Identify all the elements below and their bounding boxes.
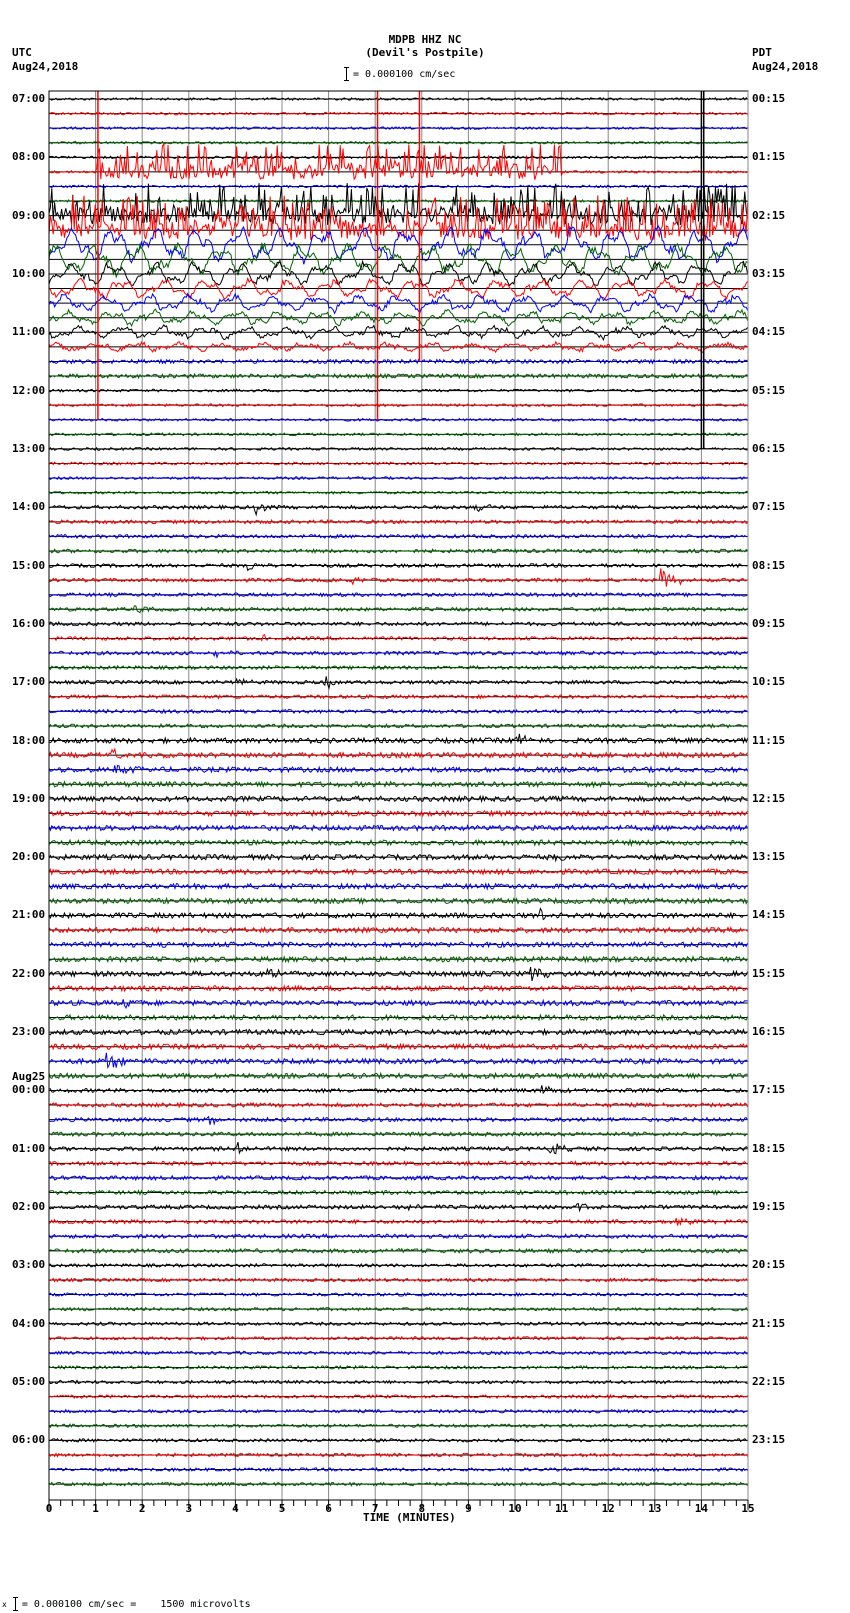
x-tick-label: 12 bbox=[601, 1502, 615, 1515]
x-tick-label: 4 bbox=[232, 1502, 239, 1515]
utc-hour-label: 01:00 bbox=[12, 1141, 46, 1155]
x-tick-label: 2 bbox=[138, 1502, 146, 1515]
x-tick-label: 15 bbox=[741, 1502, 755, 1515]
pdt-hour-label: 05:15 bbox=[752, 383, 786, 397]
pdt-hour-label: 04:15 bbox=[752, 325, 786, 339]
x-tick-label: 3 bbox=[185, 1502, 193, 1515]
pdt-hour-label: 17:15 bbox=[752, 1083, 786, 1097]
pdt-hour-label: 02:15 bbox=[752, 208, 786, 222]
utc-hour-label: 22:00 bbox=[12, 966, 46, 980]
utc-hour-label: 16:00 bbox=[12, 616, 46, 630]
x-tick-label: 5 bbox=[278, 1502, 286, 1515]
pdt-hour-label: 09:15 bbox=[752, 616, 786, 630]
x-tick-label: 0 bbox=[45, 1502, 53, 1515]
utc-hour-label: 17:00 bbox=[12, 675, 46, 689]
utc-hour-label: 11:00 bbox=[12, 325, 46, 339]
pdt-hour-label: 06:15 bbox=[752, 441, 786, 455]
pdt-hour-label: 14:15 bbox=[752, 908, 786, 922]
utc-hour-label: 12:00 bbox=[12, 383, 46, 397]
utc-hour-label: 23:00 bbox=[12, 1025, 46, 1039]
scale-legend: = 0.000100 cm/sec bbox=[344, 67, 455, 81]
scale-legend-text: = 0.000100 cm/sec bbox=[353, 69, 456, 80]
right-timezone: PDT bbox=[752, 46, 772, 59]
utc-hour-label: 09:00 bbox=[12, 208, 46, 222]
pdt-hour-label: 22:15 bbox=[752, 1375, 786, 1389]
station-title: MDPB HHZ NC bbox=[388, 33, 462, 46]
pdt-hour-label: 19:15 bbox=[752, 1200, 786, 1214]
utc-hour-label: 10:00 bbox=[12, 266, 46, 280]
left-timezone: UTC bbox=[12, 46, 32, 59]
pdt-hour-label: 12:15 bbox=[752, 791, 786, 805]
left-date: Aug24,2018 bbox=[12, 60, 79, 73]
pdt-hour-label: 21:15 bbox=[752, 1316, 786, 1330]
x-tick-label: 14 bbox=[694, 1502, 709, 1515]
x-tick-label: 9 bbox=[465, 1502, 472, 1515]
utc-hour-label: 00:00 bbox=[12, 1083, 46, 1097]
utc-hour-label: 04:00 bbox=[12, 1316, 46, 1330]
date-change-label: Aug25 bbox=[12, 1070, 46, 1084]
x-tick-label: 1 bbox=[92, 1502, 99, 1515]
x-tick-label: 13 bbox=[648, 1502, 662, 1515]
pdt-hour-label: 10:15 bbox=[752, 675, 786, 689]
utc-hour-label: 06:00 bbox=[12, 1433, 46, 1447]
x-tick-label: 11 bbox=[554, 1502, 569, 1515]
pdt-hour-label: 07:15 bbox=[752, 500, 786, 514]
utc-hour-label: 05:00 bbox=[12, 1375, 46, 1389]
utc-hour-label: 08:00 bbox=[12, 150, 46, 164]
pdt-hour-label: 15:15 bbox=[752, 966, 786, 980]
pdt-hour-label: 01:15 bbox=[752, 150, 786, 164]
scale-bar-icon bbox=[12, 1597, 18, 1611]
station-location: (Devil's Postpile) bbox=[365, 46, 485, 59]
pdt-hour-label: 18:15 bbox=[752, 1141, 786, 1155]
footer-scale: x = 0.000100 cm/sec = 1500 microvolts bbox=[2, 1597, 251, 1611]
pdt-hour-label: 13:15 bbox=[752, 850, 786, 864]
pdt-hour-label: 11:15 bbox=[752, 733, 786, 747]
utc-hour-label: 13:00 bbox=[12, 441, 46, 455]
pdt-hour-label: 23:15 bbox=[752, 1433, 786, 1447]
pdt-hour-label: 00:15 bbox=[752, 92, 786, 105]
utc-hour-label: 20:00 bbox=[12, 850, 46, 864]
x-tick-label: 10 bbox=[508, 1502, 522, 1515]
utc-hour-label: 07:00 bbox=[12, 92, 46, 105]
x-tick-label: 7 bbox=[371, 1502, 379, 1515]
utc-hour-label: 19:00 bbox=[12, 791, 46, 805]
utc-hour-label: 15:00 bbox=[12, 558, 46, 572]
utc-hour-label: 21:00 bbox=[12, 908, 46, 922]
utc-hour-label: 14:00 bbox=[12, 500, 46, 514]
footer-scale-text: = 0.000100 cm/sec = 1500 microvolts bbox=[21, 1599, 251, 1610]
x-tick-label: 8 bbox=[418, 1502, 426, 1515]
pdt-hour-label: 16:15 bbox=[752, 1025, 786, 1039]
pdt-hour-label: 03:15 bbox=[752, 266, 786, 280]
x-axis-title: TIME (MINUTES) bbox=[363, 1511, 456, 1524]
utc-hour-label: 03:00 bbox=[12, 1258, 46, 1272]
utc-hour-label: 18:00 bbox=[12, 733, 46, 747]
right-date: Aug24,2018 bbox=[752, 60, 819, 73]
x-tick-label: 6 bbox=[325, 1502, 332, 1515]
pdt-hour-label: 20:15 bbox=[752, 1258, 786, 1272]
pdt-hour-label: 08:15 bbox=[752, 558, 786, 572]
scale-bar-icon bbox=[344, 67, 349, 81]
utc-hour-label: 02:00 bbox=[12, 1200, 46, 1214]
footer-prefix: x bbox=[2, 1600, 7, 1609]
